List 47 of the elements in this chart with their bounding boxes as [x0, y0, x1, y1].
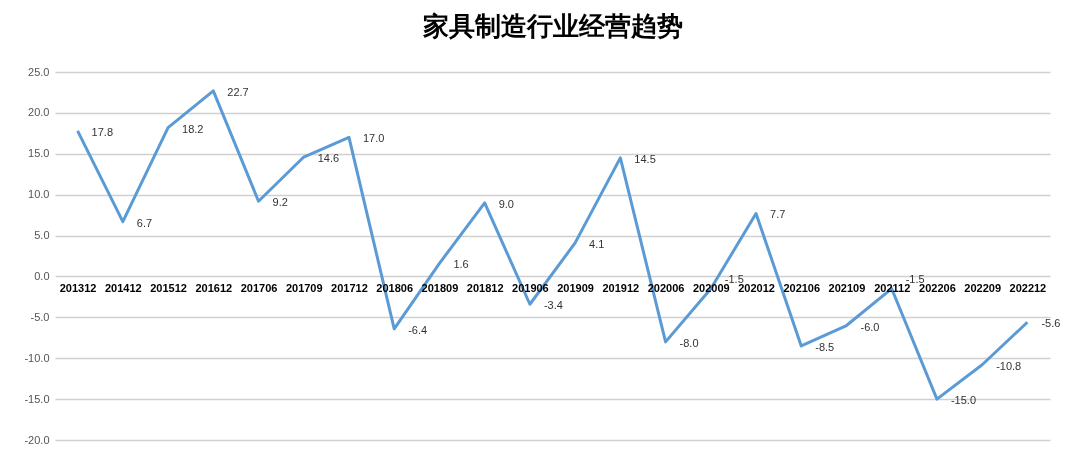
y-tick-label: -5.0 [30, 310, 50, 323]
x-tick-label: 201812 [466, 281, 504, 294]
y-tick-label: 10.0 [28, 188, 50, 201]
y-tick-label: 25.0 [28, 65, 50, 78]
x-tick-label: 201909 [557, 281, 594, 294]
data-label: 9.2 [272, 196, 288, 209]
x-tick-label: 202209 [964, 281, 1002, 294]
data-label: 18.2 [182, 122, 204, 135]
data-label: 7.7 [770, 208, 786, 221]
x-tick-label: 202109 [828, 281, 866, 294]
x-tick-label: 202106 [783, 281, 821, 294]
data-label: 17.0 [362, 132, 385, 145]
y-tick-label: 5.0 [34, 229, 50, 242]
data-label: 17.8 [91, 125, 114, 138]
data-label: 22.7 [227, 85, 249, 98]
data-label: -15.0 [950, 394, 977, 407]
y-tick-label: -20.0 [24, 433, 50, 446]
x-tick-label: 201712 [331, 281, 368, 294]
data-label: -6.0 [860, 320, 880, 333]
data-label: -8.0 [679, 336, 699, 349]
x-tick-label: 201709 [285, 281, 323, 294]
data-label: 14.6 [317, 152, 340, 165]
data-label: 6.7 [136, 216, 153, 229]
y-tick-label: -15.0 [24, 392, 50, 405]
x-tick-label: 201512 [150, 281, 187, 294]
data-label: 14.5 [634, 152, 656, 165]
x-tick-label: 201809 [421, 281, 459, 294]
x-tick-label: 202212 [1009, 281, 1047, 294]
x-tick-label: 201706 [240, 281, 278, 294]
x-tick-label: 201912 [602, 281, 640, 294]
y-tick-label: 0.0 [34, 269, 50, 282]
data-label: -5.6 [1041, 317, 1061, 330]
x-tick-label: 201412 [104, 281, 142, 294]
data-label: 1.6 [453, 258, 469, 271]
data-label: -6.4 [408, 323, 428, 336]
data-label: -1.5 [724, 272, 744, 285]
data-label: 4.1 [589, 237, 605, 250]
x-tick-label: 201312 [59, 281, 97, 294]
y-tick-label: -10.0 [24, 351, 50, 364]
data-label: 9.0 [498, 197, 514, 210]
data-label: -3.4 [543, 299, 563, 312]
y-tick-label: 20.0 [28, 106, 50, 119]
data-label: -8.5 [815, 340, 835, 353]
data-label: -10.8 [996, 359, 1022, 372]
y-tick-label: 15.0 [28, 147, 50, 160]
x-tick-label: 201612 [195, 281, 233, 294]
chart-title: 家具制造行业经营趋势 [421, 11, 683, 41]
